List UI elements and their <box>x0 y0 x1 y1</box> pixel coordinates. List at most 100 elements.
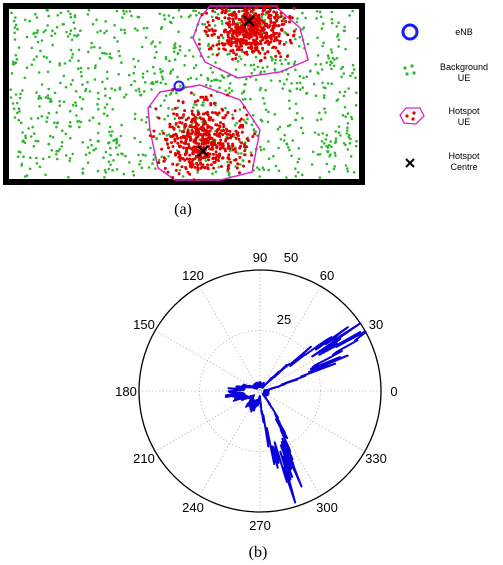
background-ue-dot <box>343 105 347 109</box>
background-ue-dot <box>122 172 126 176</box>
background-ue-dot <box>35 31 39 34</box>
background-ue-dot <box>260 15 264 19</box>
background-ue-dot <box>40 115 44 118</box>
background-ue-dot <box>274 58 278 61</box>
hotspot-ue-dot <box>220 129 224 133</box>
background-ue-dot <box>294 102 298 106</box>
background-ue-dot <box>44 29 47 32</box>
hotspot-ue-dot <box>259 58 263 62</box>
background-ue-dot <box>292 62 296 66</box>
background-ue-dot <box>151 65 155 69</box>
background-ue-dot <box>167 107 170 110</box>
background-ue-dot <box>106 77 109 80</box>
background-ue-dot <box>24 134 27 138</box>
background-ue-dot <box>316 118 319 122</box>
angle-tick-label-180: 180 <box>115 384 137 399</box>
hotspot-ue-dot <box>207 116 211 119</box>
hotspot-ue-dot <box>249 26 253 30</box>
background-ue-dot <box>258 175 262 178</box>
hotspot-ue-dot <box>211 44 215 48</box>
background-ue-dot <box>18 110 21 113</box>
hotspot-ue-dot <box>211 152 215 156</box>
background-ue-dot <box>79 66 83 70</box>
hotspot-ue-dot <box>223 16 227 20</box>
hotspot-ue-dot <box>211 118 215 122</box>
hotspot-ue-dot <box>260 12 264 16</box>
background-ue-dot <box>69 15 73 19</box>
background-ue-dot <box>240 92 244 95</box>
legend-hotspot-ue-label-1: Hotspot <box>448 106 480 116</box>
simulation-area-frame <box>3 3 365 185</box>
background-ue-dot <box>142 90 146 93</box>
hotspot-ue-dot <box>282 42 286 46</box>
background-ue-dot <box>346 148 350 151</box>
angle-tick-label-90: 90 <box>253 250 267 265</box>
background-ue-dot <box>124 93 128 96</box>
background-ue-dot <box>228 91 231 95</box>
background-ue-dot <box>249 97 252 101</box>
background-ue-dot <box>46 24 49 27</box>
hotspot-ue-dot <box>210 27 214 31</box>
background-ue-dot <box>111 107 114 111</box>
background-ue-dot <box>224 89 227 92</box>
background-ue-dot <box>188 49 191 52</box>
background-ue-dot <box>86 161 90 164</box>
hotspot-ue-dot <box>238 155 242 159</box>
background-ue-dot <box>233 135 236 138</box>
background-ue-dot <box>281 87 285 90</box>
hotspot-ue-dot <box>197 42 201 46</box>
background-ue-dot <box>133 117 137 121</box>
hotspot-ue-dot <box>222 116 226 120</box>
background-ue-dot <box>327 57 331 60</box>
background-ue-dot <box>246 117 249 121</box>
background-ue-dot <box>118 54 121 58</box>
angle-tick-label-150: 150 <box>133 317 155 332</box>
background-ue-dot <box>59 81 62 85</box>
hotspot-ue-dot <box>253 132 257 136</box>
background-ue-dot <box>47 142 50 146</box>
hotspot-ue-dot <box>243 18 247 22</box>
background-ue-dot <box>12 19 16 23</box>
background-ue-dot <box>227 173 231 177</box>
hotspot-ue-dot <box>251 135 255 138</box>
background-ue-dot <box>318 10 322 14</box>
background-ue-dot <box>203 23 207 26</box>
background-ue-dot <box>314 63 318 66</box>
hotspot-ue-dot <box>217 47 221 51</box>
hotspot-ue-dot <box>219 33 223 37</box>
background-ue-dot <box>352 68 356 71</box>
hotspot-ue-dot <box>268 4 271 8</box>
background-ue-dot <box>45 56 48 59</box>
background-ue-dot <box>332 167 336 171</box>
hotspot-ue-dot <box>215 53 219 57</box>
background-ue-dot <box>279 59 282 62</box>
hotspot-ue-dot <box>238 42 242 46</box>
background-ue-dot <box>250 123 254 127</box>
hotspot-ue-dot <box>191 152 195 156</box>
hotspot-ue-dot <box>231 57 235 61</box>
hotspot-ue-dot <box>203 119 207 123</box>
angle-tick-label-0: 0 <box>390 384 397 399</box>
background-ue-dot <box>294 68 297 71</box>
background-ue-dot <box>330 10 334 14</box>
background-ue-dot <box>86 13 90 16</box>
hotspot-ue-dot <box>240 141 244 145</box>
background-ue-dot <box>180 15 183 18</box>
hotspot-ue-dot <box>190 147 194 151</box>
background-ue-dot <box>129 83 133 87</box>
hotspot-ue-dot <box>224 131 227 135</box>
background-ue-dot <box>334 154 337 157</box>
hotspot-ue-dot <box>196 166 200 170</box>
background-ue-dot <box>324 111 327 114</box>
background-ue-dot <box>113 24 116 27</box>
background-ue-dot <box>103 168 107 172</box>
hotspot-ue-dot <box>245 113 249 117</box>
background-ue-dot <box>10 11 13 15</box>
background-ue-dot <box>347 135 351 139</box>
background-ue-dot <box>137 87 141 91</box>
background-ue-dot <box>299 88 302 91</box>
background-ue-dot <box>42 30 45 34</box>
background-ue-dot <box>214 61 217 64</box>
background-ue-dot <box>323 96 326 100</box>
hotspot-ue-dot <box>200 125 203 129</box>
